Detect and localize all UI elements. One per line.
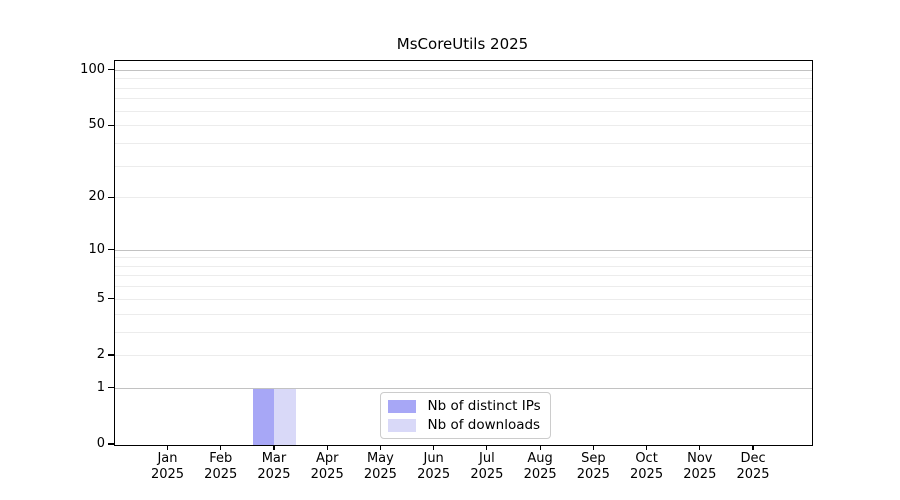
xtick-label-nov: Nov 2025 <box>683 451 717 482</box>
ytick-mark-2 <box>107 354 114 356</box>
ytick-label-0: 0 <box>96 436 105 451</box>
ytick-mark-100 <box>107 69 114 71</box>
legend-label-distinct-ips: Nb of distinct IPs <box>427 398 541 414</box>
gridline-y-2 <box>114 354 812 356</box>
xtick-label-jul: Jul 2025 <box>470 451 504 482</box>
ytick-label-1: 1 <box>96 379 105 395</box>
xtick-mark-nov <box>699 445 701 450</box>
xtick-label-apr: Apr 2025 <box>310 451 344 482</box>
legend-item-distinct-ips: Nb of distinct IPs <box>387 398 541 414</box>
xtick-label-dec: Dec 2025 <box>736 451 770 482</box>
ytick-label-2: 2 <box>96 346 105 362</box>
xtick-mark-may <box>379 445 381 450</box>
ytick-mark-1 <box>107 387 114 389</box>
xtick-label-may: May 2025 <box>363 451 397 482</box>
gridline-y-30 <box>114 165 812 167</box>
xtick-mark-apr <box>326 445 328 450</box>
legend-swatch-downloads <box>387 418 416 432</box>
xtick-label-feb: Feb 2025 <box>204 451 238 482</box>
ytick-label-50: 50 <box>88 117 105 133</box>
gridline-y-70 <box>114 98 812 100</box>
gridline-y-50 <box>114 125 812 127</box>
gridline-y-3 <box>114 331 812 333</box>
gridline-y-10 <box>114 249 812 251</box>
xtick-mark-mar <box>273 445 275 450</box>
gridline-y-9 <box>114 257 812 259</box>
gridline-y-60 <box>114 110 812 112</box>
ytick-mark-20 <box>107 196 114 198</box>
chart-title: MsCoreUtils 2025 <box>396 35 529 53</box>
xtick-mark-jan <box>166 445 169 450</box>
legend: Nb of distinct IPs Nb of downloads <box>379 392 551 439</box>
xtick-mark-jul <box>486 445 488 450</box>
gridline-y-6 <box>114 286 812 288</box>
legend-swatch-distinct-ips <box>387 399 416 413</box>
xtick-label-sep: Sep 2025 <box>576 451 610 482</box>
xtick-mark-oct <box>645 445 648 450</box>
xtick-label-mar: Mar 2025 <box>257 451 291 482</box>
xtick-mark-feb <box>220 445 222 450</box>
gridline-y-20 <box>114 197 812 199</box>
bar-nb-of-distinct-ips-mar <box>253 388 275 445</box>
xtick-mark-jun <box>433 445 435 450</box>
gridline-y-100 <box>114 69 812 71</box>
gridline-y-7 <box>114 275 812 277</box>
xtick-label-jan: Jan 2025 <box>150 451 185 482</box>
ytick-label-5: 5 <box>96 290 105 306</box>
plot-area: Nb of distinct IPs Nb of downloads <box>113 60 813 446</box>
ytick-label-10: 10 <box>88 241 105 257</box>
ytick-mark-10 <box>107 248 114 251</box>
xtick-mark-aug <box>539 445 541 450</box>
legend-item-downloads: Nb of downloads <box>387 417 541 433</box>
xtick-label-oct: Oct 2025 <box>630 451 664 482</box>
gridline-y-1 <box>114 387 812 389</box>
gridline-y-5 <box>114 298 812 300</box>
xtick-label-jun: Jun 2025 <box>417 451 451 482</box>
xtick-mark-dec <box>752 445 754 450</box>
bar-nb-of-downloads-mar <box>274 388 296 445</box>
ytick-label-100: 100 <box>80 61 105 77</box>
ytick-label-20: 20 <box>88 189 105 205</box>
legend-label-downloads: Nb of downloads <box>427 417 541 433</box>
gridline-y-4 <box>114 313 812 315</box>
gridline-y-90 <box>114 78 812 80</box>
gridline-y-40 <box>114 142 812 144</box>
ytick-mark-50 <box>107 124 114 126</box>
gridline-y-80 <box>114 87 812 89</box>
xtick-label-aug: Aug 2025 <box>523 451 557 482</box>
ytick-mark-0 <box>107 443 114 445</box>
gridline-y-8 <box>114 265 812 267</box>
xtick-mark-sep <box>592 445 594 450</box>
ytick-mark-5 <box>107 298 114 300</box>
